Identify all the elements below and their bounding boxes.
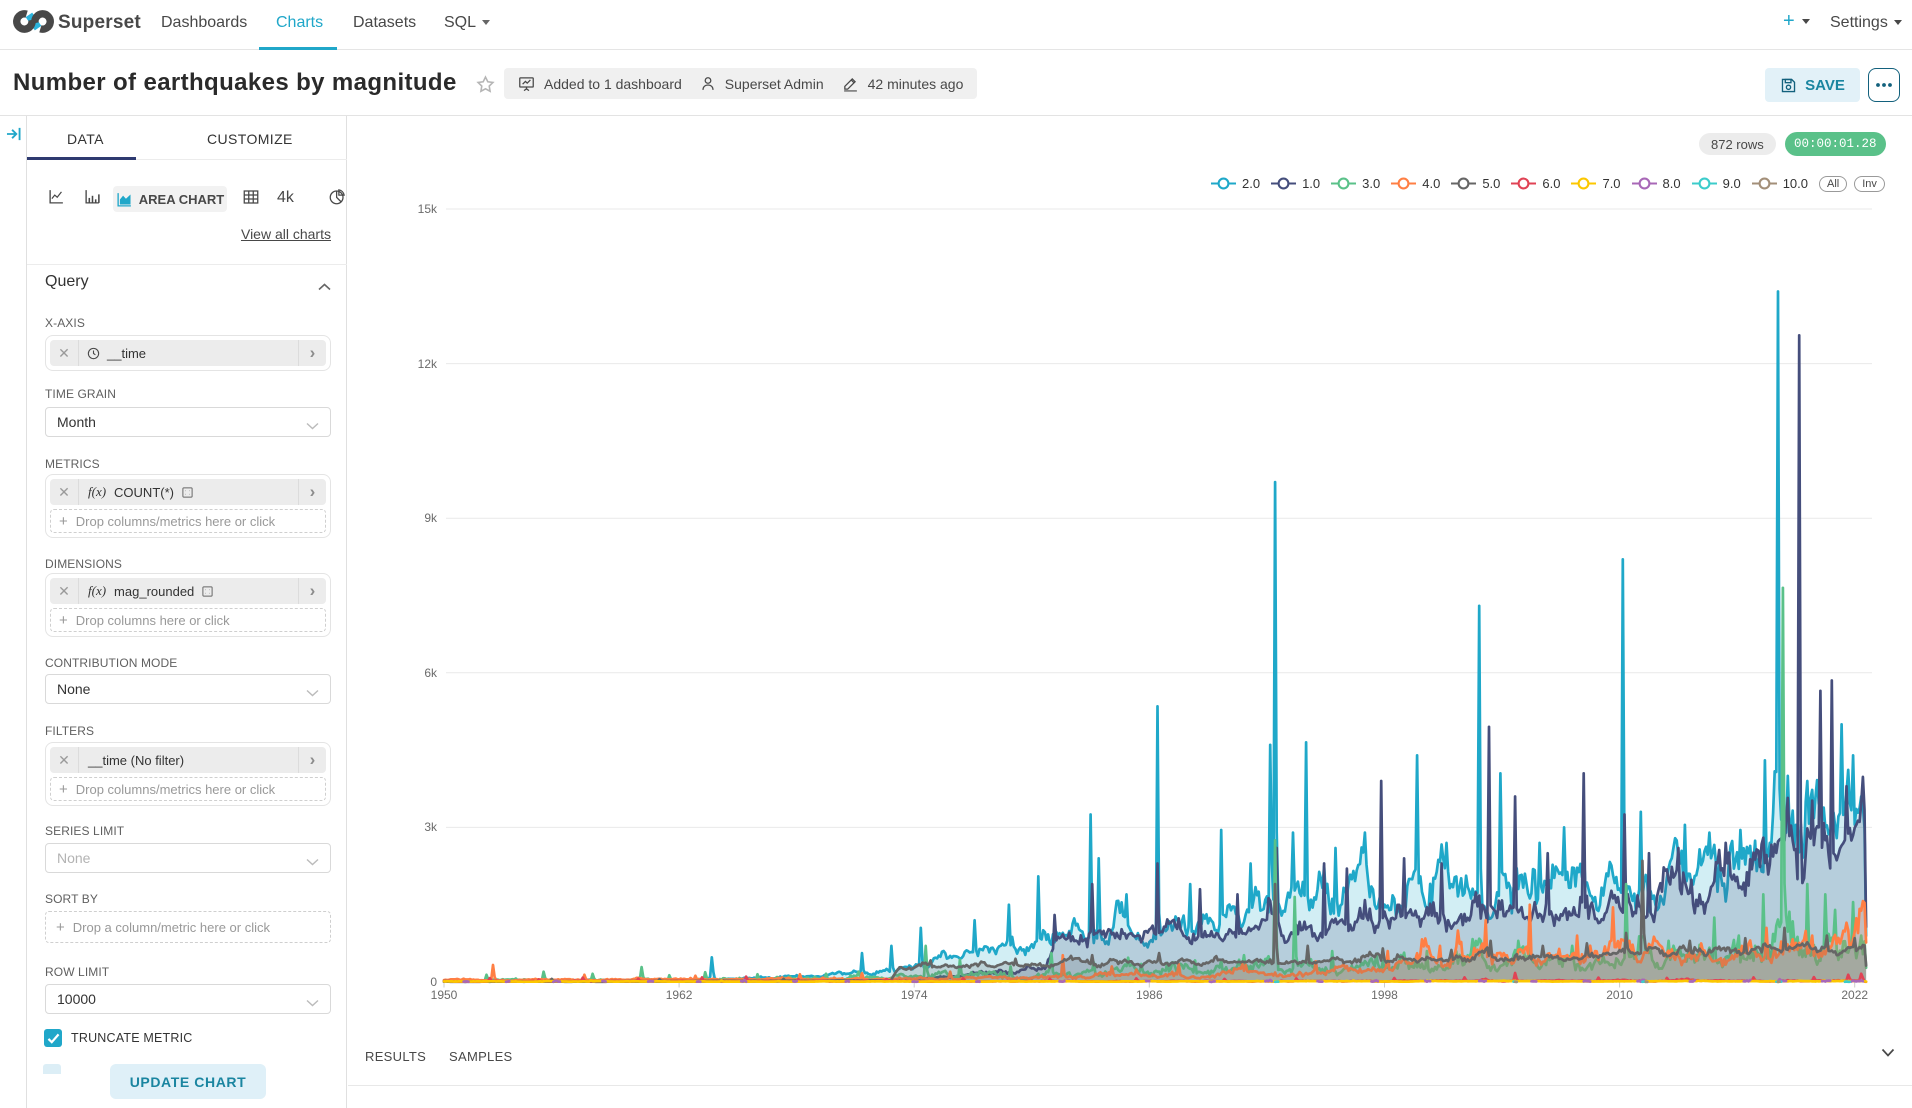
svg-text:15k: 15k: [418, 202, 438, 216]
svg-text:1974: 1974: [901, 988, 928, 1002]
svg-text:2010: 2010: [1606, 988, 1633, 1002]
svg-text:3k: 3k: [424, 820, 438, 834]
svg-text:1962: 1962: [666, 988, 693, 1002]
svg-text:6k: 6k: [424, 666, 438, 680]
svg-text:2022: 2022: [1841, 988, 1868, 1002]
svg-text:9k: 9k: [424, 511, 438, 525]
svg-text:1950: 1950: [431, 988, 458, 1002]
svg-text:1998: 1998: [1371, 988, 1398, 1002]
svg-text:1986: 1986: [1136, 988, 1163, 1002]
svg-text:0: 0: [430, 975, 437, 989]
svg-text:12k: 12k: [418, 357, 438, 371]
